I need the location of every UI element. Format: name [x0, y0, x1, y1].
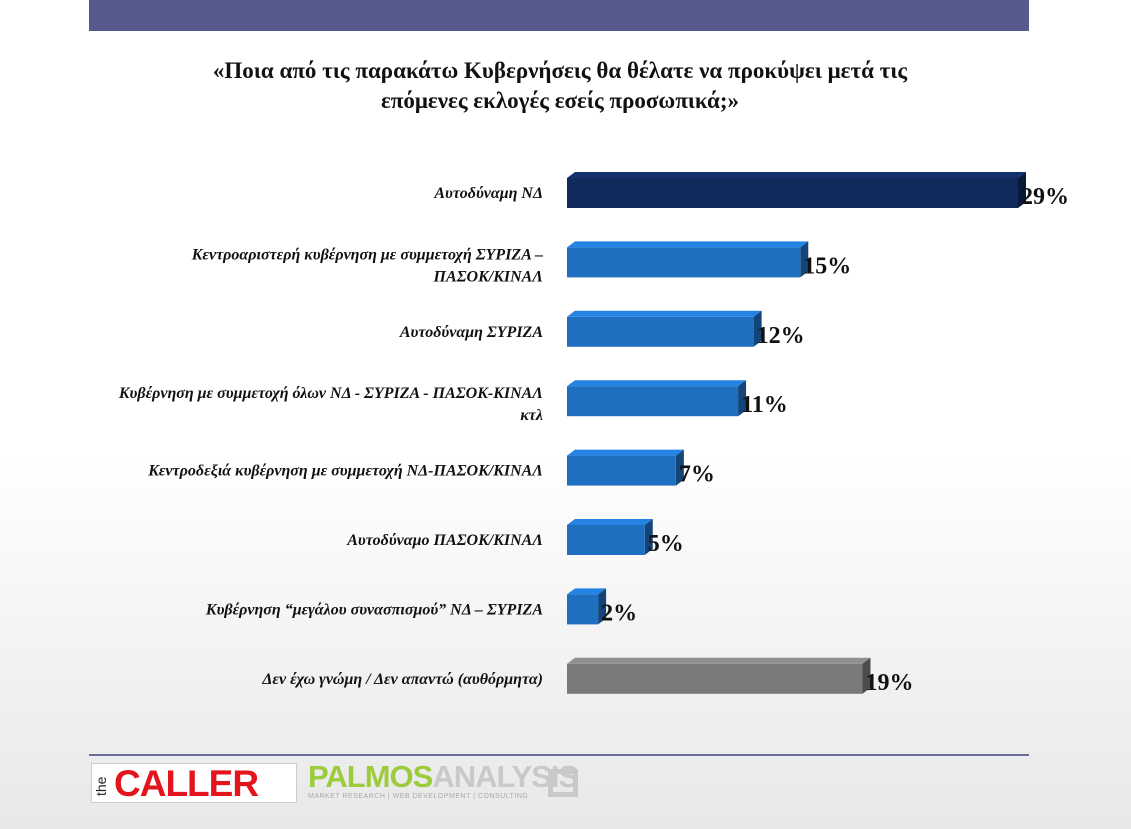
bar-side-face: [598, 588, 607, 625]
bar-side-face: [1018, 172, 1026, 208]
category-label: ΠΑΣΟΚ/ΚΙΝΑΛ: [433, 268, 544, 285]
value-label: 11%: [741, 392, 788, 418]
bar-top-face: [567, 310, 762, 317]
category-label: Αυτοδύναμη ΝΔ: [433, 185, 543, 202]
bar: [567, 247, 801, 278]
category-label: Αυτοδύναμο ΠΑΣΟΚ/ΚΙΝΑΛ: [346, 532, 543, 549]
category-label: κτλ: [520, 407, 543, 424]
value-label: 5%: [648, 531, 684, 557]
bar-side-face: [675, 449, 684, 486]
bar-top-face: [567, 449, 684, 456]
top-band: [89, 0, 1029, 31]
bar-side-face: [753, 310, 762, 347]
chart-title: «Ποια από τις παρακάτω Κυβερνήσεις θα θέ…: [100, 56, 1020, 116]
bar-side-face: [862, 657, 871, 694]
bar: [567, 178, 1018, 208]
category-label: Αυτοδύναμη ΣΥΡΙΖΑ: [399, 324, 544, 341]
category-label: Κυβέρνηση με συμμετοχή όλων ΝΔ - ΣΥΡΙΖΑ …: [118, 385, 543, 402]
value-label: 19%: [865, 670, 913, 696]
title-line-1: «Ποια από τις παρακάτω Κυβερνήσεις θα θέ…: [212, 58, 908, 83]
bar: [567, 525, 645, 555]
bar-top-face: [567, 241, 809, 248]
category-label: Κεντροδεξιά κυβέρνηση με συμμετοχή ΝΔ-ΠΑ…: [147, 463, 543, 480]
palmos-logo-accent: ANALYSIS: [432, 759, 579, 794]
value-label: 15%: [803, 253, 851, 279]
palmos-logo-icon: [548, 769, 578, 797]
value-label: 2%: [601, 600, 637, 626]
bar: [567, 594, 599, 625]
bar: [567, 455, 676, 486]
bar-top-face: [567, 657, 871, 664]
category-label: Δεν έχω γνώμη / Δεν απαντώ (αυθόρμητα): [261, 671, 543, 688]
bar: [567, 663, 863, 694]
the-caller-logo: the CALLER: [91, 763, 297, 804]
bar: [567, 316, 754, 347]
bar-side-face: [738, 380, 747, 417]
palmos-logo-main: PALMOS: [308, 759, 433, 794]
bar-top-face: [567, 380, 747, 387]
palmos-logo-tagline: MARKET RESEARCH | WEB DEVELOPMENT | CONS…: [308, 793, 529, 800]
title-line-2: επόμενες εκλογές εσείς προσωπικά;»: [380, 88, 740, 113]
category-label: Κεντροαριστερή κυβέρνηση με συμμετοχή ΣΥ…: [191, 246, 543, 263]
palmos-logo-text: PALMOSANALYSIS: [308, 761, 588, 793]
value-label: 12%: [757, 323, 805, 349]
caller-logo-the: the: [93, 776, 109, 796]
value-label: 7%: [679, 462, 715, 488]
palmos-analysis-logo: PALMOSANALYSIS MARKET RESEARCH | WEB DEV…: [308, 761, 588, 805]
bar-top-face: [567, 588, 607, 595]
bar-top-face: [567, 519, 653, 525]
bar-top-face: [567, 172, 1026, 178]
value-label: 29%: [1021, 184, 1069, 210]
bar: [567, 386, 739, 417]
bar-side-face: [800, 241, 809, 278]
bar-side-face: [644, 519, 653, 555]
bottom-rule: [89, 754, 1029, 756]
category-label: Κυβέρνηση “μεγάλου συνασπισμού” ΝΔ – ΣΥΡ…: [205, 601, 543, 618]
caller-logo-word: CALLER: [114, 763, 259, 804]
